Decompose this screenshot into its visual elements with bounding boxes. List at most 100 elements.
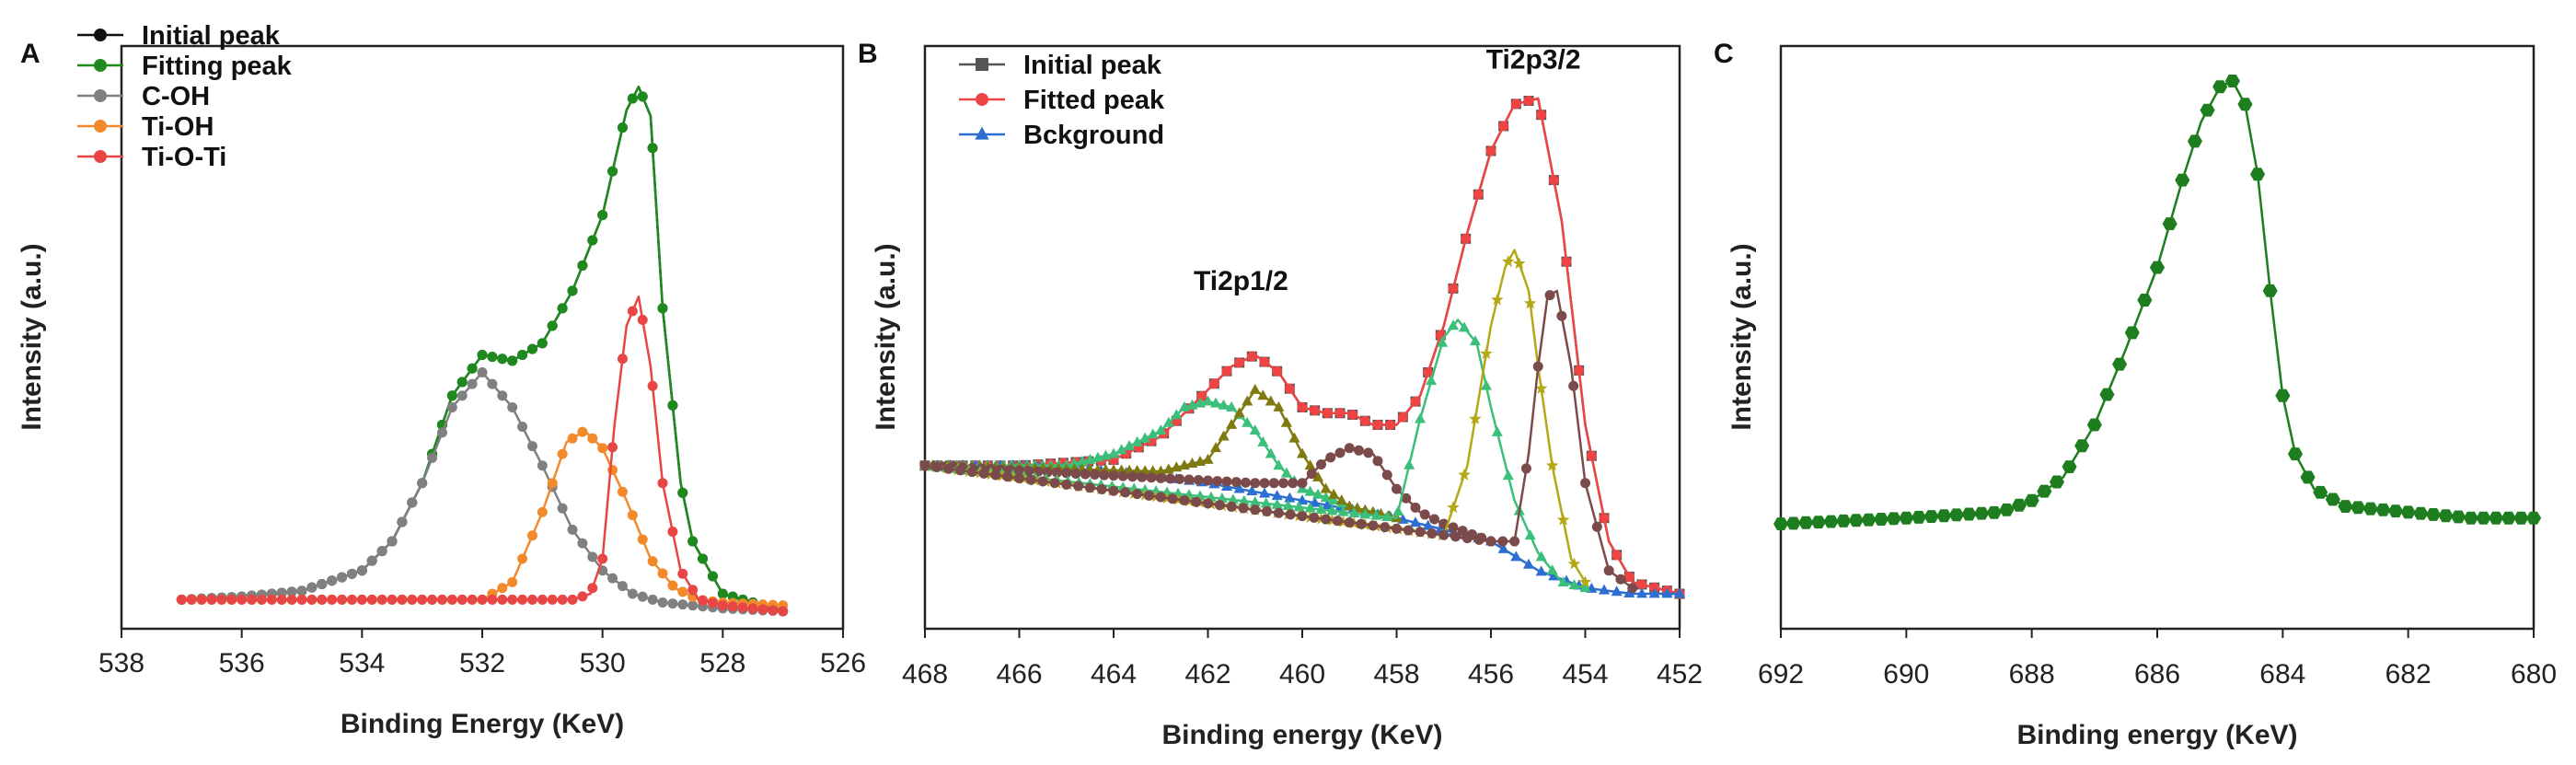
data-point [2313,485,2328,499]
x-tick-label: 456 [1468,659,1514,690]
data-point [366,555,377,566]
data-point [1661,587,1673,598]
x-tick-label: 452 [1657,659,1703,690]
data-point [627,306,638,317]
data-point [1810,516,1826,529]
data-point [557,303,568,314]
data-point [2275,388,2291,402]
data-point [2099,388,2115,401]
data-point [226,594,237,605]
data-point [247,594,258,605]
panel-letter: B [858,39,878,69]
data-point [2501,511,2516,525]
legend-label: Initial peak [1023,51,1162,80]
data-point [1090,469,1100,481]
data-point [427,452,438,463]
data-point [1574,365,1585,376]
data-point [1370,509,1382,520]
legend-marker [94,29,107,41]
data-point [1037,476,1048,487]
data-point [1512,257,1526,270]
data-point [1316,458,1326,469]
data-point [1162,416,1174,427]
data-point [1193,474,1204,485]
data-point [1061,479,1072,490]
data-point [417,478,428,489]
data-point [647,556,658,567]
data-point [1422,519,1434,530]
data-point [1322,408,1333,419]
data-point [1265,395,1276,406]
data-point [547,320,558,331]
data-point [1798,516,1814,529]
data-point [667,400,678,411]
data-point [2375,503,2391,516]
data-point [2112,357,2128,371]
data-point [1392,504,1404,516]
data-point [1320,482,1332,493]
data-point [1171,409,1183,420]
data-point [417,594,428,605]
data-point [537,594,548,605]
data-point [1214,500,1225,511]
data-point [1523,296,1537,309]
data-point [1073,481,1084,492]
data-point [1325,452,1336,463]
data-point [2137,294,2153,307]
data-point [206,594,217,605]
data-point [707,571,718,582]
data-point [607,166,618,177]
data-point [617,486,628,497]
data-point [577,260,588,271]
data-point [1522,558,1535,569]
series-initial-peak [919,96,1685,599]
data-point [1233,407,1245,418]
data-point [687,585,699,596]
data-point [1271,498,1283,509]
data-point [547,594,558,605]
panel-letter: C [1714,39,1734,69]
legend-marker [976,58,988,71]
data-point [1306,469,1317,480]
data-point [1410,502,1421,513]
data-point [1120,487,1131,498]
x-axis-title: Binding Energy (KeV) [341,709,624,739]
data-point [567,524,578,535]
data-point [306,582,318,593]
data-point [1579,582,1591,593]
data-point [1423,366,1434,377]
data-point [1410,396,1421,407]
data-point [487,378,498,389]
legend-marker [976,93,988,106]
data-point [2074,439,2090,453]
data-point [1296,447,1309,458]
data-point [717,588,728,599]
x-tick-label: 530 [580,648,626,678]
data-point [1304,485,1316,496]
data-point [1823,515,1839,528]
data-point [1546,564,1558,575]
data-point [727,601,738,612]
data-point [687,600,699,611]
data-point [2463,511,2478,525]
data-point [597,553,608,564]
data-point [1080,469,1091,480]
series-fitted-peak [919,96,1685,599]
data-point [1461,533,1473,544]
data-point [276,594,287,605]
x-tick-label: 534 [339,648,385,678]
data-point [617,354,628,365]
x-tick-label: 688 [2009,659,2055,690]
data-point [1438,529,1450,540]
x-axis-title: Binding energy (KeV) [2016,720,2297,750]
data-point [1785,516,1801,530]
data-point [1409,516,1422,527]
data-point [1623,571,1635,582]
data-point [1127,471,1138,482]
x-tick-label: 466 [996,659,1042,690]
data-point [2149,261,2166,274]
data-point [1238,494,1250,505]
data-point [1359,415,1370,426]
data-point [1556,310,1567,321]
data-point [966,467,977,478]
